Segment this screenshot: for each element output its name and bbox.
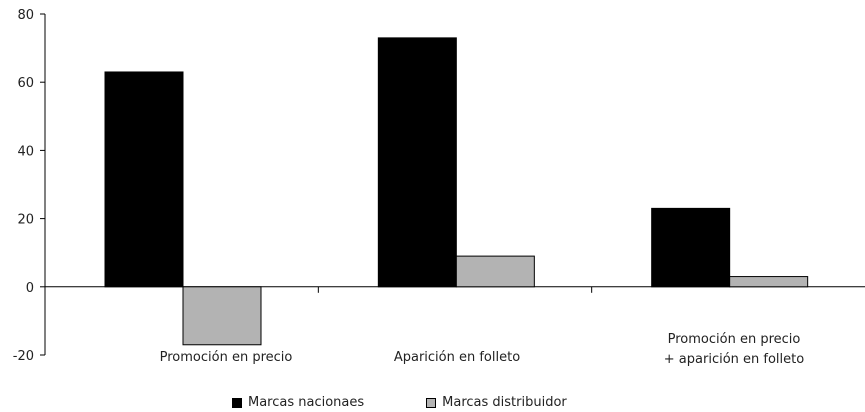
y-axis-ticks: -20 0 20 40 60 80	[13, 8, 45, 364]
y-tick-label: 20	[17, 213, 34, 228]
bars	[104, 37, 809, 346]
y-tick-label: -20	[13, 349, 34, 364]
y-tick-label: 40	[17, 144, 34, 159]
bar-marcas-nacionaes	[104, 71, 184, 288]
legend-item-marcas-nacionaes: Marcas nacionaes	[232, 395, 364, 410]
category-labels: Promoción en precio Aparición en folleto P…	[160, 332, 805, 367]
bar-marcas-distribuidor	[729, 276, 809, 288]
legend-label: Marcas distribuidor	[442, 395, 567, 410]
y-tick-label: 60	[17, 76, 34, 91]
x-category-label: Promoción en precio	[668, 332, 801, 347]
bar-marcas-distribuidor	[182, 286, 262, 346]
x-category-label: Promoción en precio	[160, 350, 293, 365]
bar-marcas-distribuidor	[455, 255, 535, 288]
x-category-label: Aparición en folleto	[394, 350, 520, 365]
legend-swatch-gray	[426, 397, 437, 408]
x-category-label: + aparición en folleto	[664, 352, 804, 367]
legend-item-marcas-distribuidor: Marcas distribuidor	[426, 395, 567, 410]
y-tick-label: 0	[26, 281, 34, 296]
x-axis-category-ticks	[317, 286, 593, 293]
bar-marcas-nacionaes	[377, 37, 457, 288]
legend-label: Marcas nacionaes	[248, 395, 365, 410]
legend: Marcas nacionaes Marcas distribuidor	[232, 395, 629, 410]
bar-marcas-nacionaes	[651, 207, 731, 288]
legend-swatch-black	[232, 397, 242, 408]
y-tick-label: 80	[17, 8, 34, 23]
